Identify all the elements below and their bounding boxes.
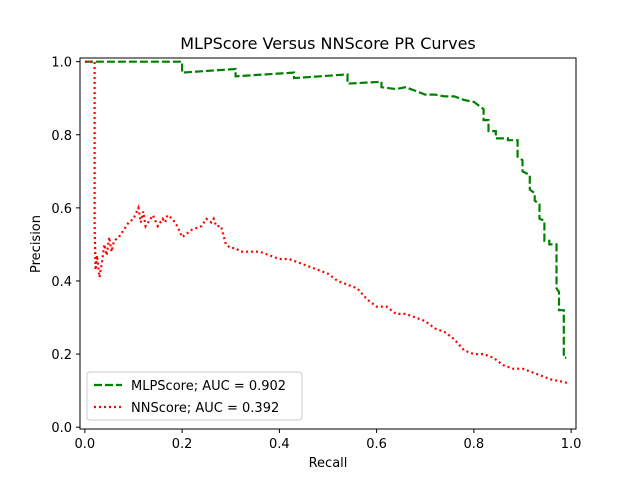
y-axis-ticks: 0.0 0.2 0.4 0.6 0.8 1.0 — [51, 56, 80, 436]
y-tick-label: 0.4 — [51, 275, 72, 290]
y-axis-label: Precision — [29, 215, 44, 273]
y-tick-label: 1.0 — [51, 56, 72, 71]
x-axis-ticks: 0.0 0.2 0.4 0.6 0.8 1.0 — [75, 429, 582, 452]
x-tick-label: 0.2 — [172, 437, 193, 452]
plot-frame — [79, 57, 577, 430]
chart-title: MLPScore Versus NNScore PR Curves — [180, 34, 476, 53]
legend-label: NNScore; AUC = 0.392 — [131, 401, 279, 416]
legend-box — [86, 371, 303, 421]
y-tick-label: 0.0 — [51, 421, 72, 436]
series-line-nnscore — [84, 60, 569, 385]
x-tick-label: 1.0 — [561, 437, 582, 452]
x-tick-label: 0.0 — [75, 437, 96, 452]
y-tick-label: 0.6 — [51, 202, 72, 217]
legend: MLPScore; AUC = 0.902 NNScore; AUC = 0.39… — [86, 371, 303, 421]
x-axis-label: Recall — [309, 456, 348, 471]
plot-area — [79, 57, 577, 430]
series-line-mlpscore — [84, 60, 567, 359]
x-tick-label: 0.4 — [269, 437, 290, 452]
y-tick-label: 0.2 — [51, 348, 72, 363]
x-tick-label: 0.8 — [464, 437, 485, 452]
y-tick-label: 0.8 — [51, 129, 72, 144]
legend-label: MLPScore; AUC = 0.902 — [131, 379, 286, 394]
x-tick-label: 0.6 — [366, 437, 387, 452]
